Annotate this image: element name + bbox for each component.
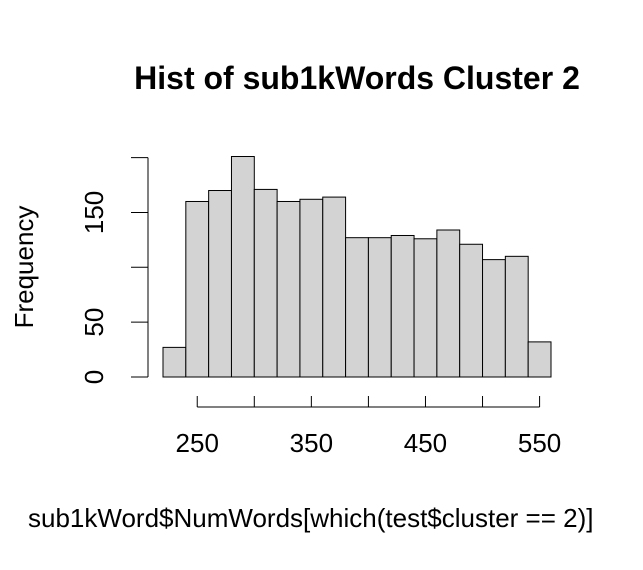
histogram-bar: [345, 237, 369, 378]
histogram-bar: [413, 238, 438, 378]
x-tick-label: 450: [404, 428, 447, 458]
histogram-bar: [527, 341, 552, 378]
x-axis-label: sub1kWord$NumWords[which(test$cluster ==…: [28, 503, 594, 533]
histogram-bar: [185, 200, 210, 378]
histogram-bar: [482, 259, 506, 378]
histogram-bar: [253, 188, 278, 378]
x-tick-label: 250: [176, 428, 219, 458]
histogram-bar: [436, 229, 461, 378]
x-axis: 250 350 450 550: [176, 396, 561, 458]
histogram-bar: [322, 196, 347, 378]
histogram-bar: [230, 156, 255, 378]
chart-title: Hist of sub1kWords Cluster 2: [134, 60, 580, 96]
y-tick-label: 150: [79, 191, 109, 234]
y-axis-label: Frequency: [9, 206, 39, 329]
histogram-bar: [504, 255, 529, 378]
histogram-bar: [390, 234, 415, 378]
histogram-bar: [367, 237, 392, 378]
histogram-bar: [162, 346, 187, 378]
histogram-bar: [208, 190, 232, 378]
x-tick-label: 350: [290, 428, 333, 458]
bars-group: [162, 156, 552, 378]
histogram-bar: [299, 198, 324, 378]
histogram-bar: [276, 200, 301, 378]
x-tick-label: 550: [518, 428, 561, 458]
histogram-bar: [459, 243, 484, 378]
y-axis: 0 50 150: [79, 157, 149, 384]
y-tick-label: 50: [79, 308, 109, 337]
y-tick-label: 0: [79, 370, 109, 384]
